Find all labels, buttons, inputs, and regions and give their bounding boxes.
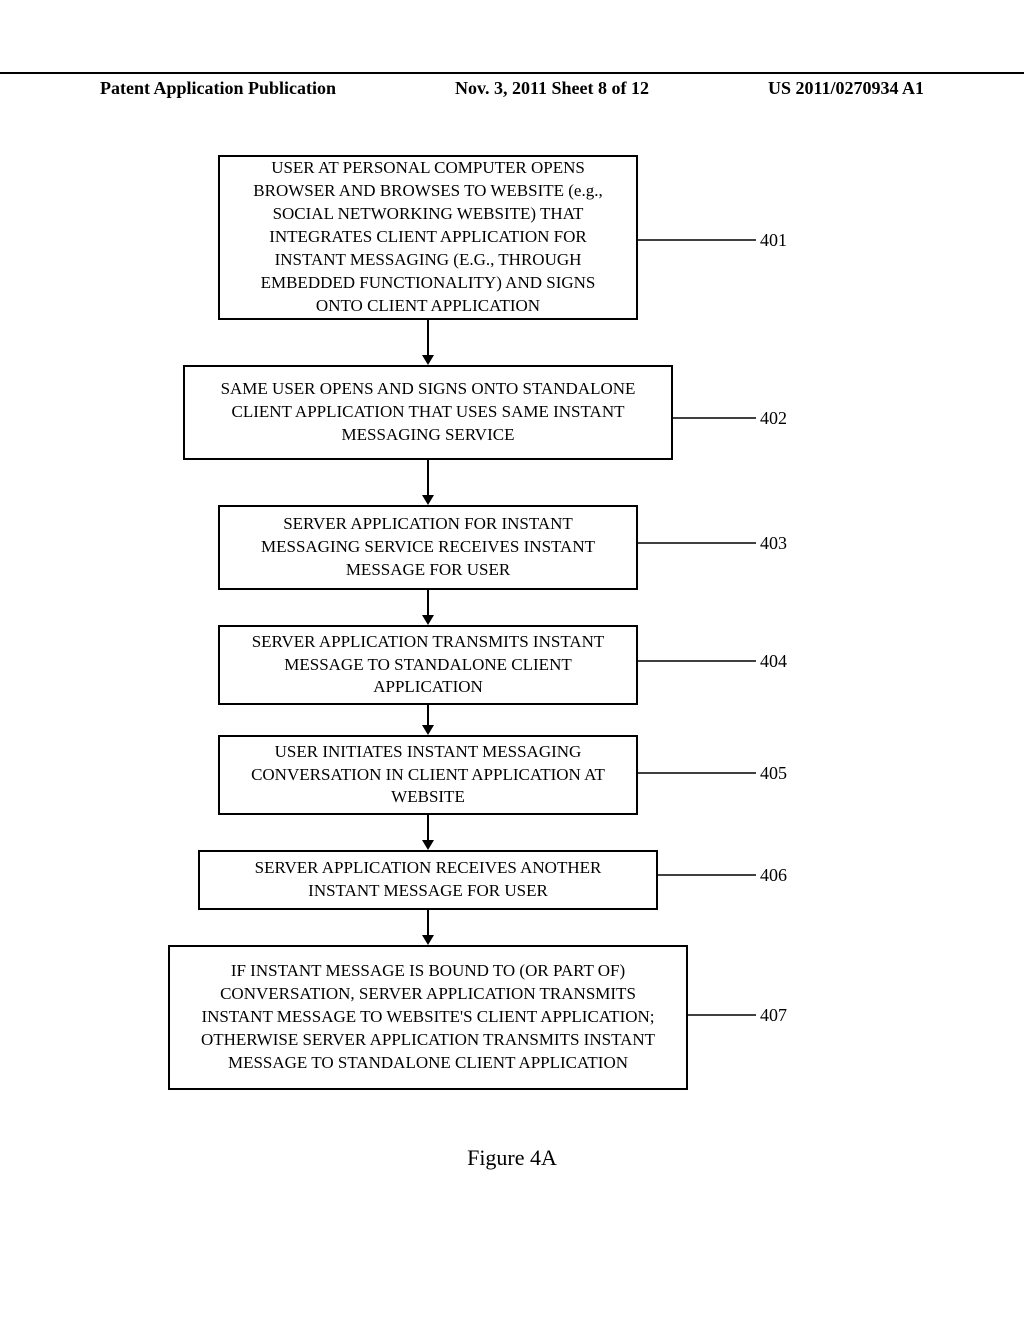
- leader-403: [638, 528, 776, 558]
- arrowhead-1: [422, 495, 434, 505]
- flow-box-403: SERVER APPLICATION FOR INSTANT MESSAGING…: [218, 505, 638, 590]
- leader-401: [638, 225, 776, 255]
- arrowhead-4: [422, 840, 434, 850]
- flow-box-401: USER AT PERSONAL COMPUTER OPENS BROWSER …: [218, 155, 638, 320]
- flow-box-402: SAME USER OPENS AND SIGNS ONTO STANDALON…: [183, 365, 673, 460]
- connector-5: [427, 910, 429, 937]
- header-right: US 2011/0270934 A1: [768, 78, 924, 99]
- leader-404: [638, 646, 776, 676]
- figure-caption: Figure 4A: [0, 1145, 1024, 1171]
- flow-box-404: SERVER APPLICATION TRANSMITS INSTANT MES…: [218, 625, 638, 705]
- header-left: Patent Application Publication: [100, 78, 336, 99]
- arrowhead-0: [422, 355, 434, 365]
- page-header: Patent Application Publication Nov. 3, 2…: [0, 72, 1024, 99]
- connector-2: [427, 590, 429, 617]
- arrowhead-3: [422, 725, 434, 735]
- flow-box-407: IF INSTANT MESSAGE IS BOUND TO (OR PART …: [168, 945, 688, 1090]
- flow-box-406: SERVER APPLICATION RECEIVES ANOTHER INST…: [198, 850, 658, 910]
- connector-3: [427, 705, 429, 727]
- flow-box-405: USER INITIATES INSTANT MESSAGING CONVERS…: [218, 735, 638, 815]
- leader-405: [638, 758, 776, 788]
- leader-407: [688, 1000, 776, 1030]
- header-center: Nov. 3, 2011 Sheet 8 of 12: [455, 78, 649, 99]
- leader-402: [673, 403, 776, 433]
- leader-406: [658, 860, 776, 890]
- arrowhead-2: [422, 615, 434, 625]
- connector-0: [427, 320, 429, 357]
- arrowhead-5: [422, 935, 434, 945]
- connector-1: [427, 460, 429, 497]
- connector-4: [427, 815, 429, 842]
